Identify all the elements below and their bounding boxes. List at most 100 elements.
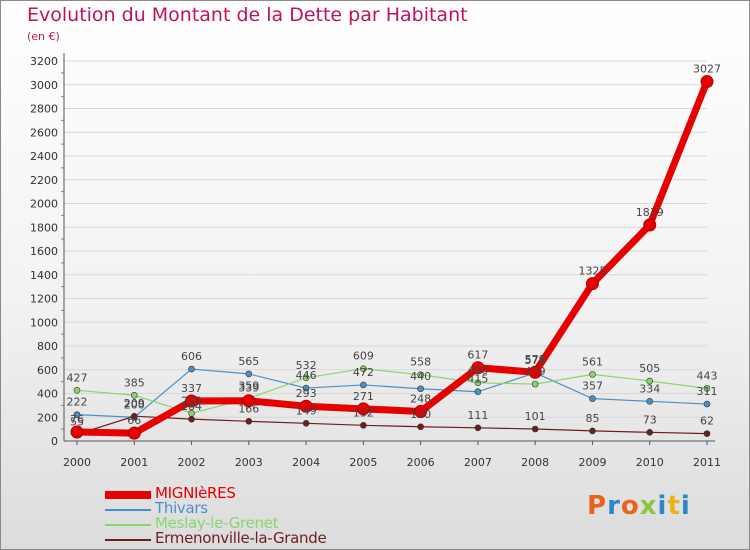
y-tick-label: 2400 bbox=[30, 150, 58, 163]
data-label: 271 bbox=[353, 390, 374, 403]
data-label: 85 bbox=[585, 412, 599, 425]
data-label: 532 bbox=[296, 359, 317, 372]
data-label: 490 bbox=[467, 364, 488, 377]
data-label: 440 bbox=[410, 370, 431, 383]
data-point bbox=[589, 427, 596, 435]
data-label: 311 bbox=[697, 385, 718, 398]
data-point bbox=[360, 365, 367, 372]
y-axis: 0 200 400 600 800 1000 1200 1400 1600 1800 2000 220… bbox=[30, 53, 65, 448]
data-label: 55 bbox=[70, 415, 84, 428]
data-label: 446 bbox=[296, 369, 317, 382]
logo-letter: o bbox=[620, 491, 640, 521]
data-point bbox=[127, 426, 141, 440]
data-point bbox=[471, 361, 485, 375]
data-point bbox=[188, 415, 195, 423]
data-point bbox=[417, 423, 424, 431]
data-point bbox=[531, 380, 539, 388]
data-point bbox=[474, 388, 482, 396]
data-label: 337 bbox=[181, 382, 202, 395]
data-label: 132 bbox=[353, 406, 374, 419]
x-tick-label: 2004 bbox=[292, 456, 320, 469]
data-label: 505 bbox=[639, 362, 660, 375]
data-point bbox=[360, 422, 367, 429]
data-point bbox=[474, 379, 482, 387]
data-point bbox=[360, 381, 367, 389]
y-tick-label: 800 bbox=[37, 340, 58, 353]
y-tick-label: 1000 bbox=[30, 316, 58, 329]
data-point bbox=[646, 429, 654, 436]
series-lines bbox=[70, 75, 714, 440]
data-point bbox=[414, 405, 428, 419]
x-tick-label: 2011 bbox=[693, 456, 721, 469]
data-label: 579 bbox=[525, 353, 546, 366]
x-tick-label: 2000 bbox=[63, 456, 91, 469]
series-migni-res bbox=[70, 75, 714, 440]
data-label: 472 bbox=[353, 366, 374, 379]
data-label: 233 bbox=[181, 394, 202, 407]
data-label: 222 bbox=[67, 396, 88, 409]
data-point bbox=[646, 377, 654, 385]
data-label: 479 bbox=[525, 365, 546, 378]
x-tick-label: 2005 bbox=[349, 456, 377, 469]
legend-label: Meslay-le-Grenet bbox=[155, 514, 279, 532]
data-point bbox=[528, 365, 542, 379]
data-point bbox=[70, 425, 84, 439]
data-label: 558 bbox=[410, 356, 431, 369]
series-line bbox=[76, 368, 708, 414]
y-tick-label: 2200 bbox=[30, 174, 58, 187]
data-point bbox=[703, 400, 711, 408]
data-label: 293 bbox=[296, 387, 317, 400]
series-ermenonville-la-grande bbox=[73, 412, 711, 438]
data-point bbox=[703, 385, 711, 392]
legend-label: Ermenonville-la-Grande bbox=[155, 529, 327, 547]
data-label: 120 bbox=[410, 408, 431, 421]
data-point bbox=[700, 75, 714, 89]
data-point bbox=[302, 374, 310, 382]
y-tick-label: 400 bbox=[37, 388, 58, 401]
data-point bbox=[130, 412, 138, 420]
y-tick-label: 600 bbox=[37, 364, 58, 377]
data-point bbox=[242, 394, 256, 408]
y-tick-label: 3000 bbox=[30, 79, 58, 92]
proxiti-logo: Proxiti bbox=[587, 491, 691, 521]
x-tick-label: 2007 bbox=[464, 456, 492, 469]
y-tick-label: 1400 bbox=[30, 269, 58, 282]
data-label: 149 bbox=[296, 404, 317, 417]
y-tick-label: 2600 bbox=[30, 126, 58, 139]
legend-swatch bbox=[105, 491, 151, 499]
data-point bbox=[646, 398, 654, 405]
logo-letter: i bbox=[657, 491, 668, 521]
logo-letter: t bbox=[667, 491, 681, 521]
data-label: 339 bbox=[238, 382, 259, 395]
data-point bbox=[589, 371, 596, 378]
x-tick-label: 2009 bbox=[578, 456, 606, 469]
data-point bbox=[299, 399, 313, 413]
data-label: 3027 bbox=[693, 63, 721, 76]
data-label: 73 bbox=[643, 413, 657, 426]
legend-swatch bbox=[105, 509, 151, 511]
data-label: 1819 bbox=[636, 206, 664, 219]
y-tick-label: 0 bbox=[51, 435, 58, 448]
logo-letter: x bbox=[639, 491, 658, 521]
data-label: 427 bbox=[67, 371, 88, 384]
data-point bbox=[245, 417, 253, 425]
data-label: 184 bbox=[181, 400, 202, 413]
data-point bbox=[130, 391, 138, 399]
legend-label: MIGNIèRES bbox=[155, 484, 236, 502]
data-labels: 76 66 337 339 293 271 248 617 579 1325 1819 3027 222… bbox=[67, 63, 722, 429]
y-tick-label: 2800 bbox=[30, 103, 58, 116]
data-label: 357 bbox=[582, 380, 603, 393]
legend-label: Thivars bbox=[155, 499, 208, 517]
data-point bbox=[302, 420, 310, 427]
data-point bbox=[474, 424, 482, 432]
y-axis-unit: (en €) bbox=[27, 30, 60, 43]
data-label: 76 bbox=[70, 413, 84, 426]
data-label: 209 bbox=[124, 397, 145, 410]
data-point bbox=[188, 365, 195, 373]
data-point bbox=[417, 385, 424, 393]
data-point bbox=[73, 386, 81, 394]
data-label: 334 bbox=[639, 382, 660, 395]
legend-swatch bbox=[105, 539, 151, 541]
